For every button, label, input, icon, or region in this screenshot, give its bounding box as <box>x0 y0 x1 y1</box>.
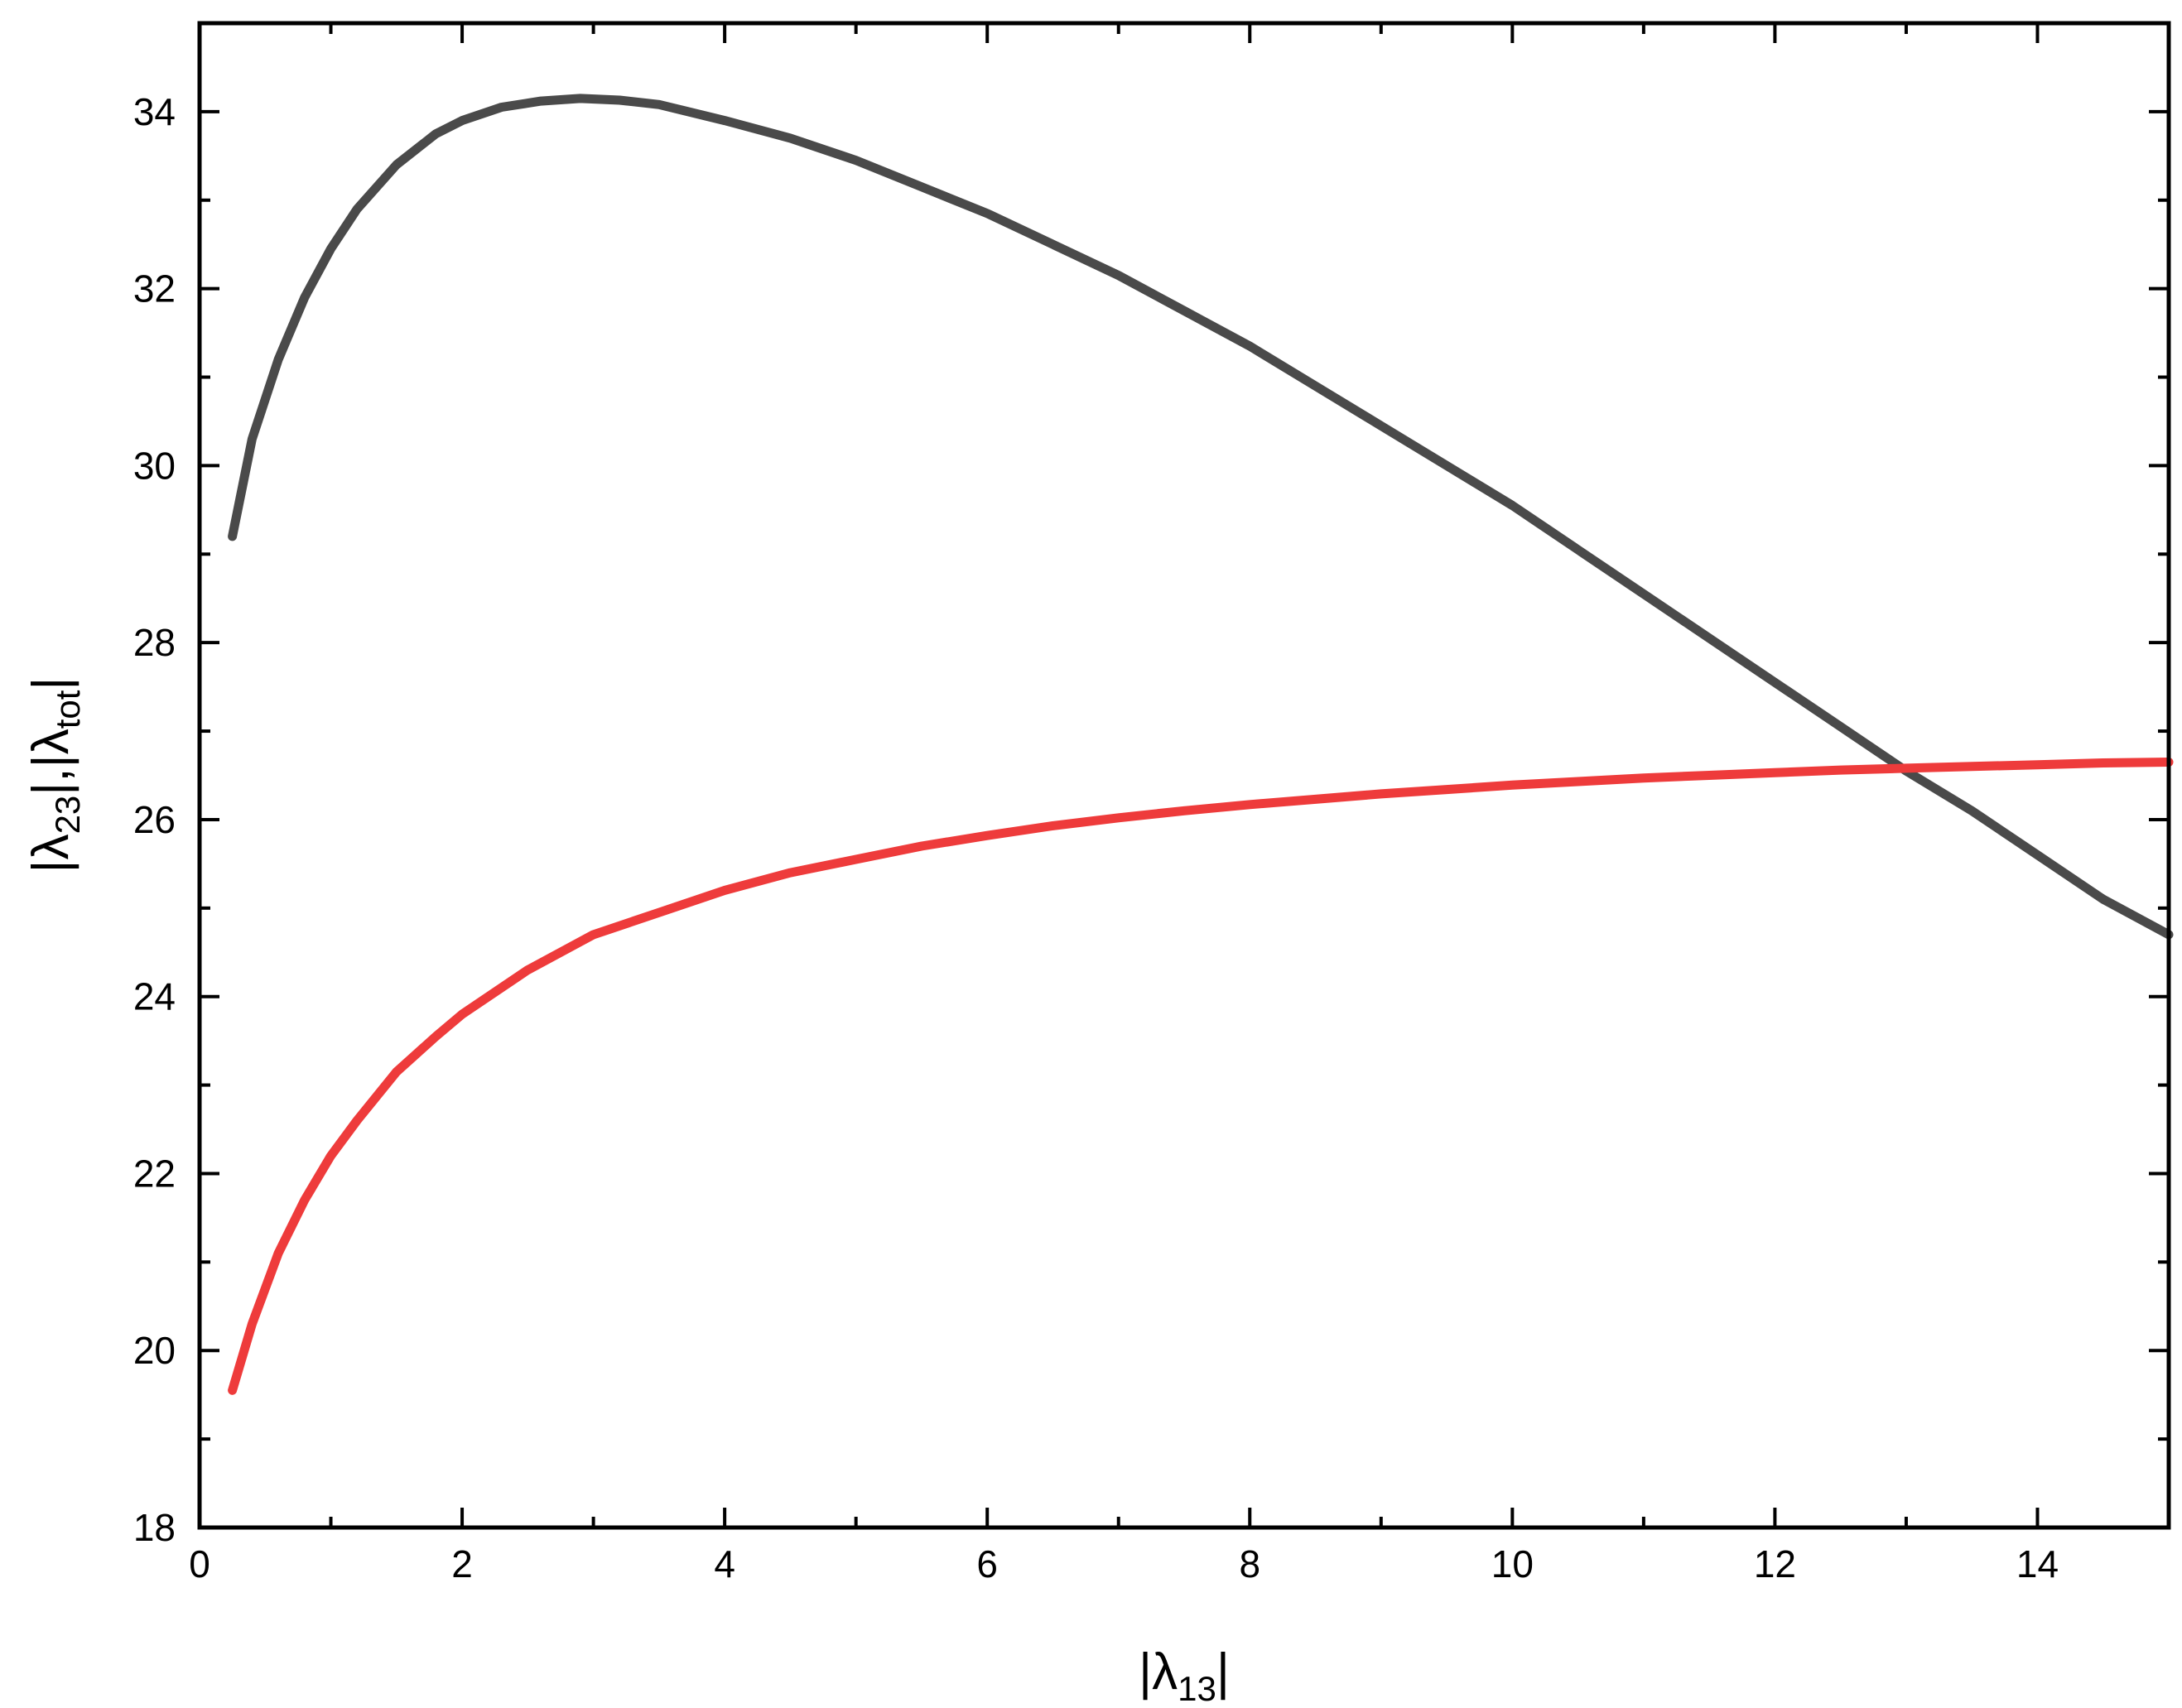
x-tick-label: 14 <box>2016 1542 2059 1585</box>
x-tick-label: 4 <box>714 1542 735 1585</box>
y-tick-label: 24 <box>133 975 176 1018</box>
y-tick-label: 20 <box>133 1329 176 1372</box>
x-tick-label: 0 <box>189 1542 210 1585</box>
x-tick-label: 10 <box>1491 1542 1534 1585</box>
x-tick-label: 2 <box>451 1542 473 1585</box>
y-tick-label: 28 <box>133 621 176 664</box>
x-axis-label: |λ13| <box>1139 1643 1230 1708</box>
series-layer <box>228 94 2174 1395</box>
series-line-2 <box>228 758 2174 1395</box>
x-tick-label: 6 <box>976 1542 998 1585</box>
y-tick-label: 22 <box>133 1152 176 1195</box>
y-tick-label: 26 <box>133 798 176 841</box>
x-tick-label: 12 <box>1754 1542 1796 1585</box>
y-tick-label: 18 <box>133 1506 176 1549</box>
plot-frame <box>197 21 2171 1530</box>
y-tick-label: 32 <box>133 267 176 310</box>
y-axis-label: |λ23|,|λtot| <box>22 676 87 873</box>
series-line-1 <box>228 94 2174 940</box>
y-tick-label: 34 <box>133 90 176 133</box>
x-tick-label: 8 <box>1239 1542 1260 1585</box>
y-tick-label: 30 <box>133 444 176 487</box>
ticks-layer <box>198 22 2170 1529</box>
